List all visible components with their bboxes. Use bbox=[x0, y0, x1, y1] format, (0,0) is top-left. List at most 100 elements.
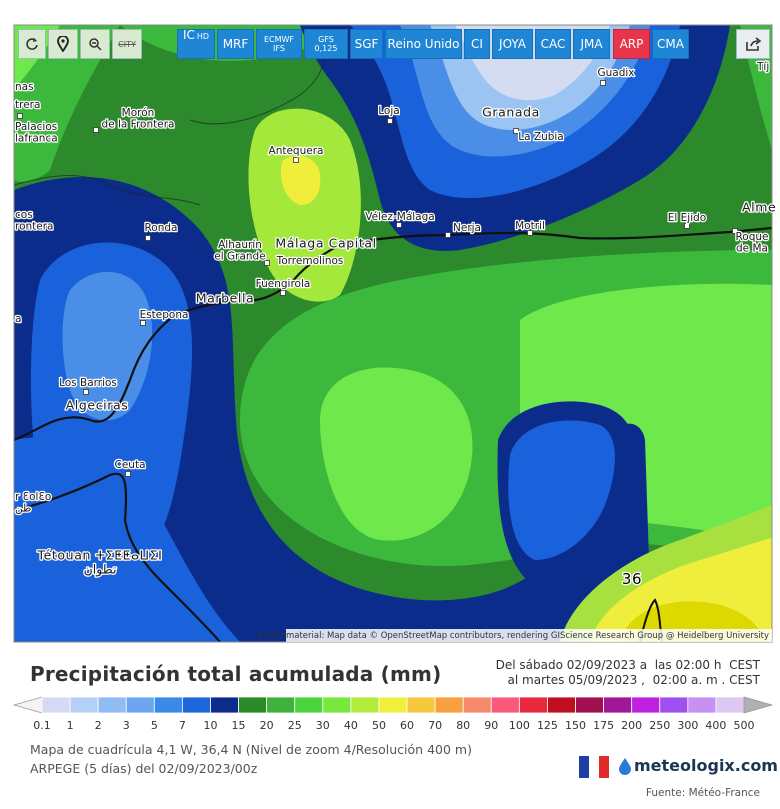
legend-label: 100 bbox=[509, 719, 530, 732]
place-label: Torremolinos bbox=[276, 255, 344, 267]
legend-swatch bbox=[659, 696, 689, 714]
model-button[interactable]: ECMWF IFS bbox=[256, 29, 302, 59]
legend-label: 15 bbox=[232, 719, 246, 732]
reload-button[interactable] bbox=[18, 29, 46, 59]
legend-swatch bbox=[378, 696, 408, 714]
model-label: Reino Unido bbox=[387, 37, 460, 51]
legend-swatch bbox=[631, 696, 661, 714]
place-label: طن bbox=[15, 503, 31, 515]
place-label: Málaga Capital bbox=[275, 236, 376, 251]
legend-swatch bbox=[125, 696, 155, 714]
place-label: lafranca bbox=[15, 133, 58, 145]
place-label: Granada bbox=[482, 105, 540, 120]
map-title: Precipitación total acumulada (mm) bbox=[30, 662, 442, 686]
brand[interactable]: meteologix.com bbox=[634, 756, 778, 775]
model-button[interactable]: Reino Unido bbox=[385, 29, 462, 59]
legend-label: 0.1 bbox=[33, 719, 51, 732]
legend-label: 60 bbox=[400, 719, 414, 732]
place-label: nas bbox=[15, 81, 34, 93]
legend-swatch bbox=[462, 696, 492, 714]
legend-label: 300 bbox=[677, 719, 698, 732]
place-label: Alme bbox=[742, 200, 776, 215]
model-button[interactable]: CI bbox=[464, 29, 490, 59]
legend-label: 250 bbox=[649, 719, 670, 732]
attribution: Kartenmaterial: Map data © OpenStreetMap… bbox=[258, 631, 769, 641]
model-button[interactable]: GFS 0,125 bbox=[304, 29, 348, 59]
place-label: trera bbox=[15, 99, 40, 111]
place-label: Fuengirola bbox=[256, 278, 311, 290]
model-button[interactable]: IC HD bbox=[177, 29, 215, 59]
model-button[interactable]: ARP bbox=[613, 29, 650, 59]
model-label: ECMWF bbox=[263, 35, 295, 44]
legend-label: 125 bbox=[537, 719, 558, 732]
share-button[interactable] bbox=[736, 29, 770, 59]
model-label: MRF bbox=[222, 37, 249, 51]
place-label: El Ejido bbox=[668, 212, 706, 224]
place-label: Los Barrios bbox=[59, 377, 117, 389]
location-button[interactable] bbox=[48, 29, 78, 59]
model-sublabel: HD bbox=[196, 32, 210, 41]
place-dot bbox=[280, 290, 286, 296]
legend-label: 80 bbox=[456, 719, 470, 732]
flag bbox=[579, 756, 609, 778]
place-label: Estepona bbox=[140, 309, 189, 321]
model-label: CMA bbox=[657, 37, 684, 51]
model-button[interactable]: SGF bbox=[350, 29, 383, 59]
legend-label: 1 bbox=[67, 719, 74, 732]
legend-swatch bbox=[97, 696, 127, 714]
model-button[interactable]: CMA bbox=[652, 29, 689, 59]
legend-swatch bbox=[238, 696, 268, 714]
city-button[interactable]: CITY bbox=[112, 29, 142, 59]
legend-swatch bbox=[69, 696, 99, 714]
place-label: a bbox=[15, 313, 21, 325]
legend-swatch bbox=[603, 696, 633, 714]
place-label: rontera bbox=[15, 221, 54, 233]
place-label: Vélez-Málaga bbox=[365, 211, 434, 223]
legend-label: 7 bbox=[179, 719, 186, 732]
legend: 0.1 1 2 3 5 7 10 15 20 25 30 40 50 60 70 80 90 100 125 150 1… bbox=[12, 696, 774, 732]
legend-label: 175 bbox=[593, 719, 614, 732]
place-dot bbox=[684, 223, 690, 229]
place-dot bbox=[93, 127, 99, 133]
zoom-button[interactable] bbox=[80, 29, 110, 59]
place-dot bbox=[732, 228, 738, 234]
place-label: de la Frontera bbox=[102, 119, 175, 131]
place-label: Tétouan ⵜⵉⵟⵟⴰⵡⵉⵏ bbox=[37, 548, 163, 563]
model-label: ARP bbox=[619, 37, 644, 51]
place-dot bbox=[264, 260, 270, 266]
place-label: r ƐolƐo bbox=[15, 491, 51, 503]
legend-swatch bbox=[266, 696, 296, 714]
place-dot bbox=[145, 235, 151, 241]
city-label: CITY bbox=[118, 39, 136, 49]
place-label: Loja bbox=[378, 105, 399, 117]
legend-swatch bbox=[322, 696, 352, 714]
place-label: Tíj bbox=[756, 61, 769, 73]
legend-arrow-low bbox=[12, 696, 43, 714]
legend-label: 400 bbox=[705, 719, 726, 732]
legend-label: 90 bbox=[484, 719, 498, 732]
legend-label: 200 bbox=[621, 719, 642, 732]
model-button[interactable]: JOYA bbox=[492, 29, 533, 59]
place-dot bbox=[125, 471, 131, 477]
legend-label: 3 bbox=[123, 719, 130, 732]
place-label: Algeciras bbox=[66, 398, 129, 413]
place-label: Nerja bbox=[453, 222, 481, 234]
model-button[interactable]: CAC bbox=[535, 29, 571, 59]
model-label: GFS bbox=[318, 35, 334, 44]
legend-swatch bbox=[687, 696, 717, 714]
place-dot bbox=[17, 113, 23, 119]
model-button[interactable]: JMA bbox=[573, 29, 610, 59]
model-label: JMA bbox=[580, 37, 603, 51]
legend-label: 5 bbox=[151, 719, 158, 732]
model-button[interactable]: MRF bbox=[217, 29, 254, 59]
share-icon bbox=[746, 37, 762, 51]
place-label: cos bbox=[15, 209, 33, 221]
legend-swatch bbox=[518, 696, 548, 714]
place-label: de Ma bbox=[736, 243, 768, 255]
place-label: el Grande bbox=[214, 251, 265, 263]
place-dot bbox=[140, 320, 146, 326]
precipitation-field bbox=[14, 25, 772, 642]
